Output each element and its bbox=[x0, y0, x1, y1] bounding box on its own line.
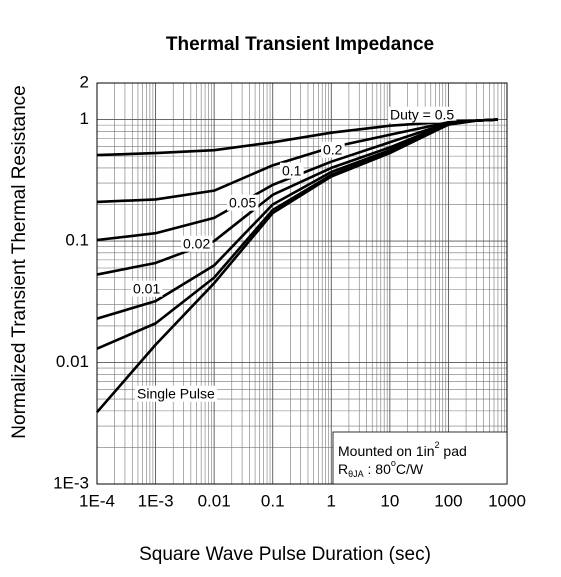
series-label: Single Pulse bbox=[137, 386, 215, 402]
note-sup: o bbox=[391, 458, 396, 468]
series-label-bg bbox=[280, 162, 304, 179]
series-label-bg bbox=[321, 141, 345, 158]
y-tick-label: 0.01 bbox=[56, 352, 89, 371]
series-label: 0.1 bbox=[282, 163, 302, 179]
note-text: C/W bbox=[396, 461, 424, 477]
x-axis-title: Square Wave Pulse Duration (sec) bbox=[139, 544, 431, 565]
chart-title: Thermal Transient Impedance bbox=[166, 34, 434, 55]
series-label-bg bbox=[227, 194, 259, 211]
note-sup: 2 bbox=[435, 440, 440, 450]
series-label: 0.02 bbox=[183, 236, 210, 252]
x-tick-label: 10 bbox=[380, 491, 399, 510]
y-tick-label: 1 bbox=[80, 109, 89, 128]
note-line: RθJA : 80oC/W bbox=[338, 458, 424, 479]
y-tick-label: 0.1 bbox=[65, 231, 89, 250]
note-text: : 80 bbox=[364, 461, 391, 477]
x-tick-label: 1 bbox=[327, 491, 336, 510]
series-label-bg bbox=[131, 280, 163, 297]
series-label-bg bbox=[388, 106, 457, 123]
note-line: Mounted on 1in2 pad bbox=[338, 440, 467, 458]
note-text: R bbox=[338, 461, 348, 477]
series-label: 0.01 bbox=[133, 281, 160, 297]
x-tick-label: 1E-4 bbox=[79, 491, 115, 510]
y-tick-label: 1E-3 bbox=[53, 473, 89, 492]
x-tick-label: 1000 bbox=[488, 491, 526, 510]
note-frame bbox=[332, 431, 508, 485]
x-tick-label: 0.1 bbox=[261, 491, 285, 510]
y-axis-title: Normalized Transient Thermal Resistance bbox=[9, 85, 30, 438]
series-label-bg bbox=[181, 235, 213, 252]
series-label: 0.05 bbox=[229, 195, 256, 211]
note-text: pad bbox=[440, 443, 467, 459]
x-tick-label: 100 bbox=[434, 491, 462, 510]
note-box: Mounted on 1in2 pad RθJA : 80oC/W bbox=[332, 431, 508, 485]
y-tick-label: 2 bbox=[80, 72, 89, 91]
x-tick-label: 1E-3 bbox=[138, 491, 174, 510]
plot-frame bbox=[96, 82, 508, 485]
series-label-bg bbox=[135, 385, 218, 402]
series-label: 0.2 bbox=[323, 142, 343, 158]
x-tick-label: 0.01 bbox=[198, 491, 231, 510]
series-line bbox=[96, 118, 498, 414]
note-text: Mounted on 1in bbox=[338, 443, 435, 459]
series-label: Duty = 0.5 bbox=[390, 107, 454, 123]
note-sub: θJA bbox=[348, 469, 364, 479]
